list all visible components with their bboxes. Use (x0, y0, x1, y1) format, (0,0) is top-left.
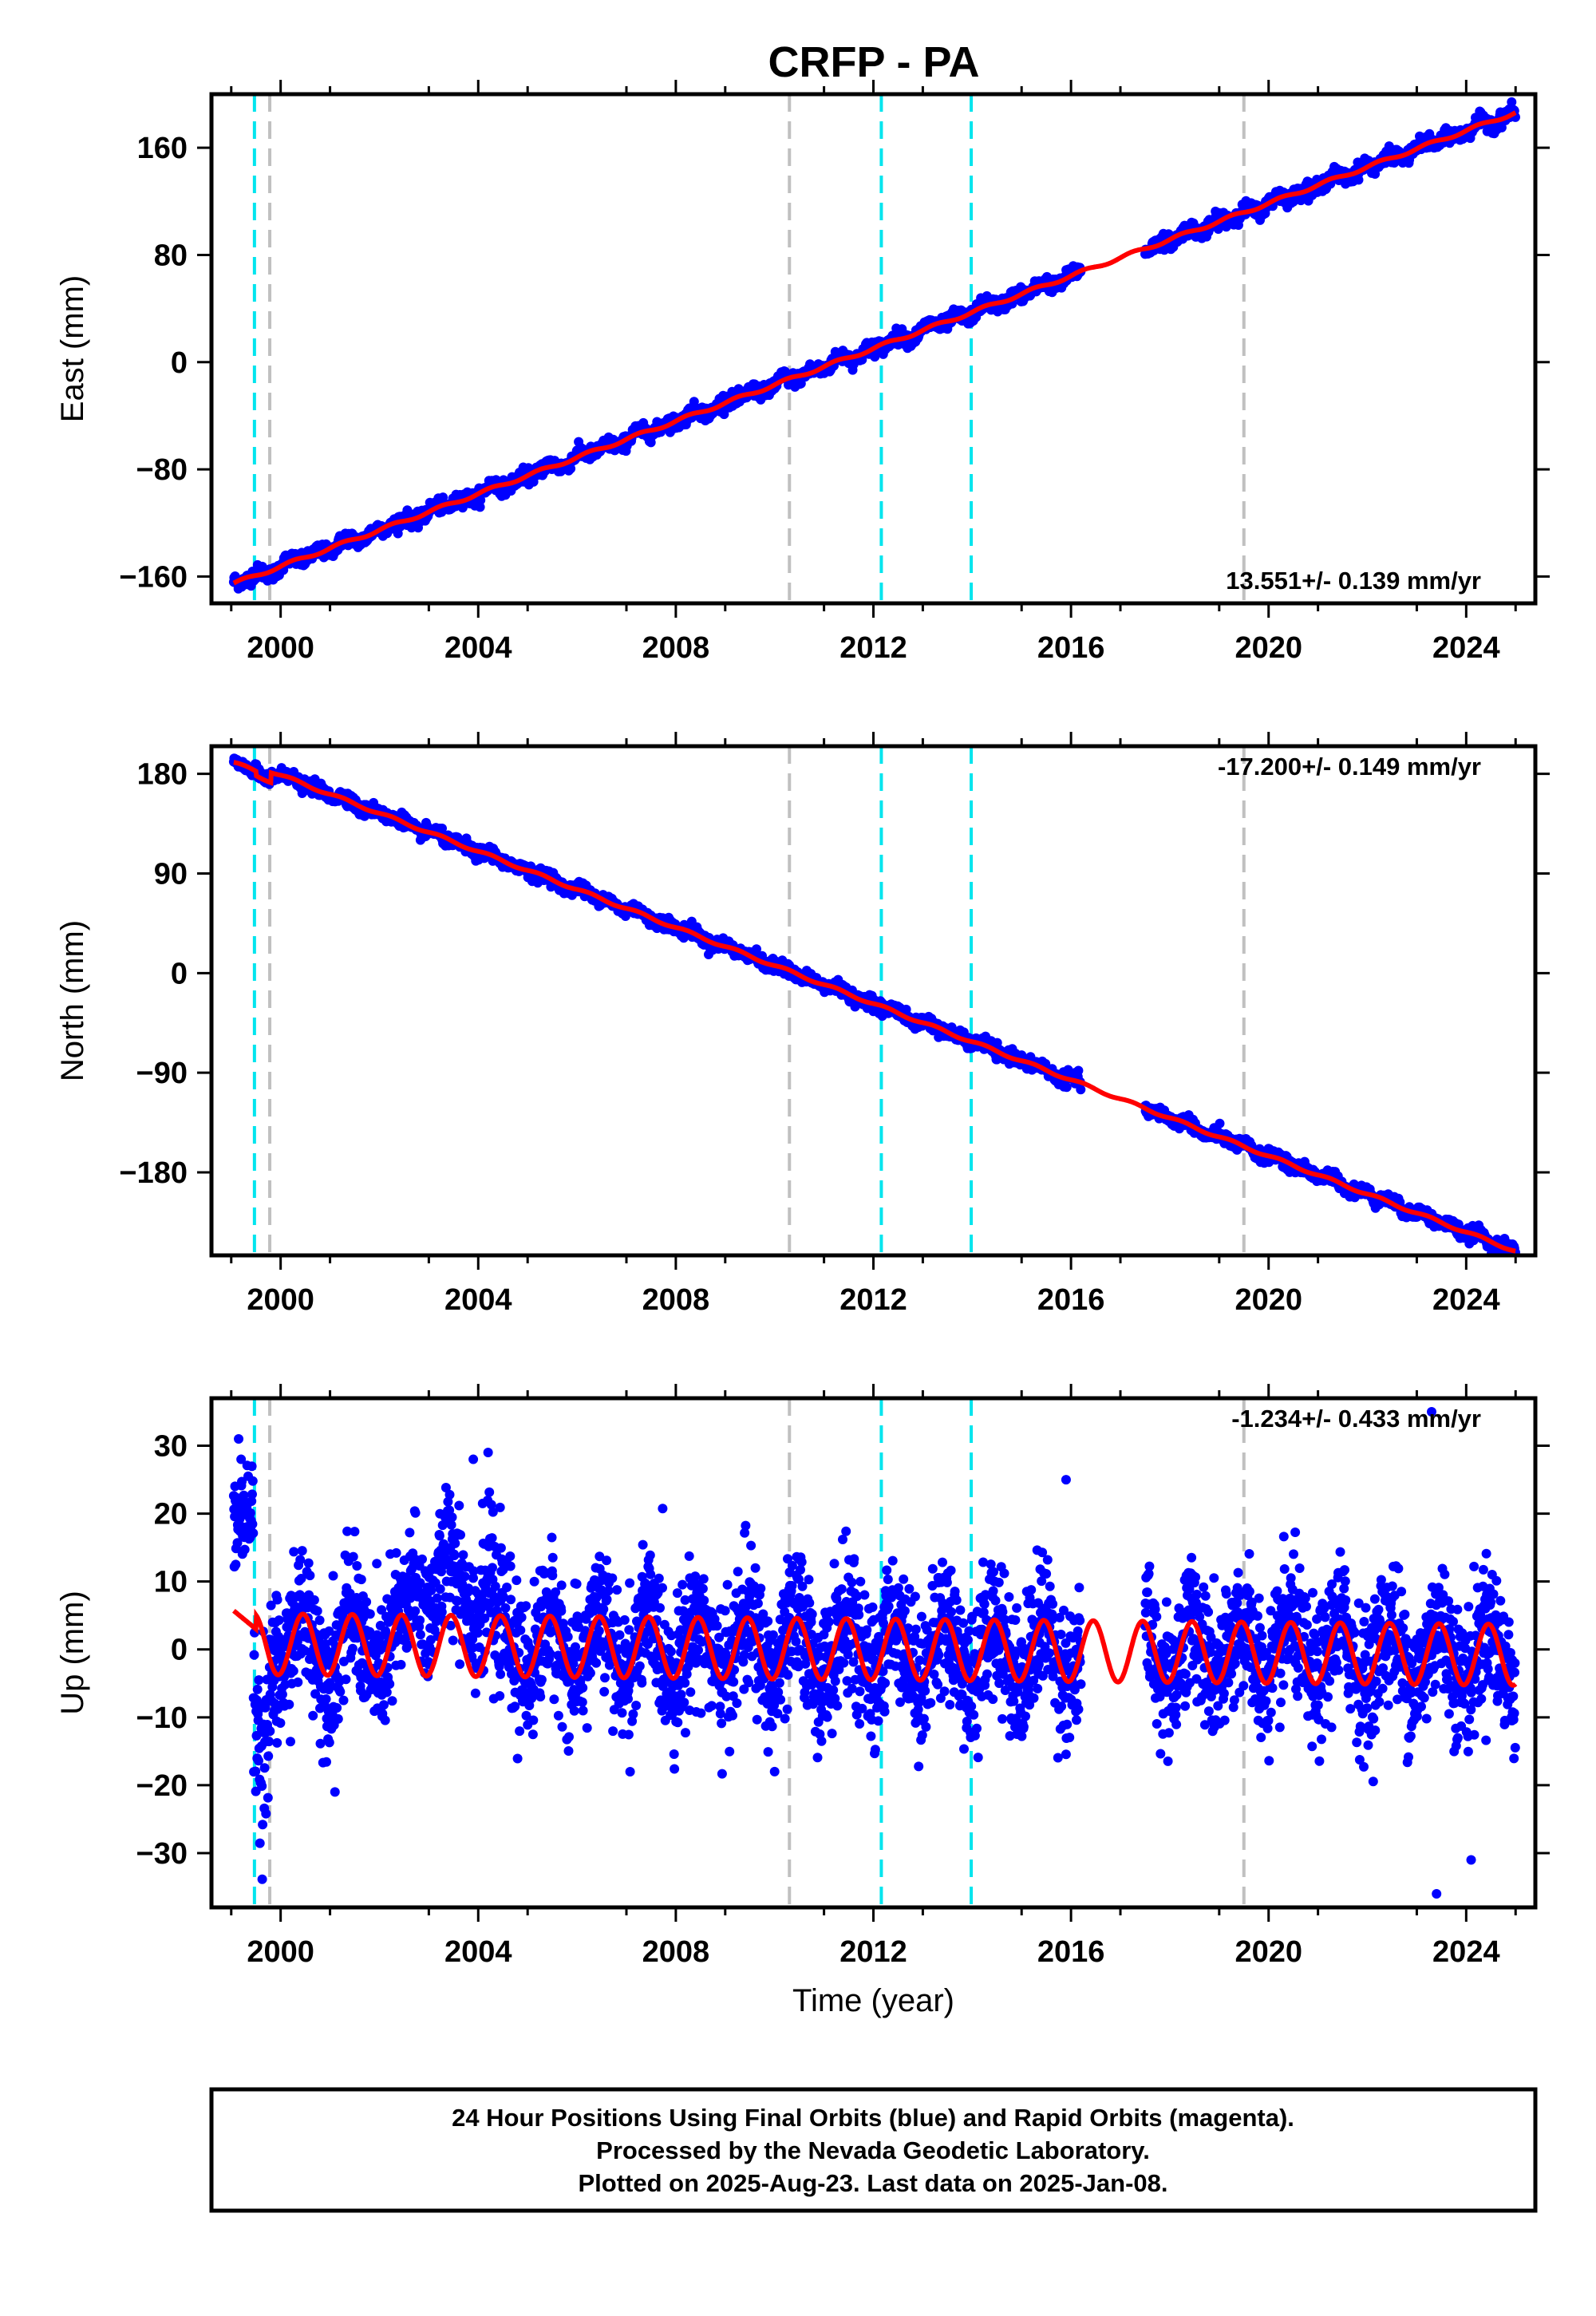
east-panel: 2000 2004 2008 2012 2016 2020 2024 −160 −80 0 80 16… (55, 80, 1550, 665)
rate-label: 13.551+/- 0.139 mm/yr (1226, 567, 1481, 595)
x-tick-label: 2020 (1235, 631, 1302, 665)
x-tick-label: 2024 (1432, 631, 1500, 665)
data-point (566, 464, 576, 474)
y-tick-label: 0 (171, 346, 188, 380)
y-axis-label: East (mm) (55, 275, 90, 422)
data-point (719, 409, 729, 420)
data-point (1076, 1085, 1086, 1095)
y-tick-label: 160 (137, 132, 188, 165)
y-tick-label: 80 (154, 239, 188, 272)
data-point (1215, 1118, 1225, 1128)
data-point (1073, 1065, 1084, 1076)
data-point (475, 502, 485, 512)
data-point (870, 352, 880, 362)
data-point (1061, 1082, 1072, 1093)
data-point (528, 476, 539, 487)
plot-area (228, 94, 1520, 603)
x-tick-label: 2004 (444, 631, 512, 665)
x-tick-label: 2016 (1037, 631, 1105, 665)
x-tick-label: 2000 (247, 631, 314, 665)
y-tick-label: −160 (119, 560, 188, 594)
x-tick-label: 2008 (642, 631, 710, 665)
x-tick-label: 2012 (839, 631, 907, 665)
y-tick-label: −80 (136, 453, 188, 487)
chart-title: CRFP - PA (768, 38, 979, 86)
